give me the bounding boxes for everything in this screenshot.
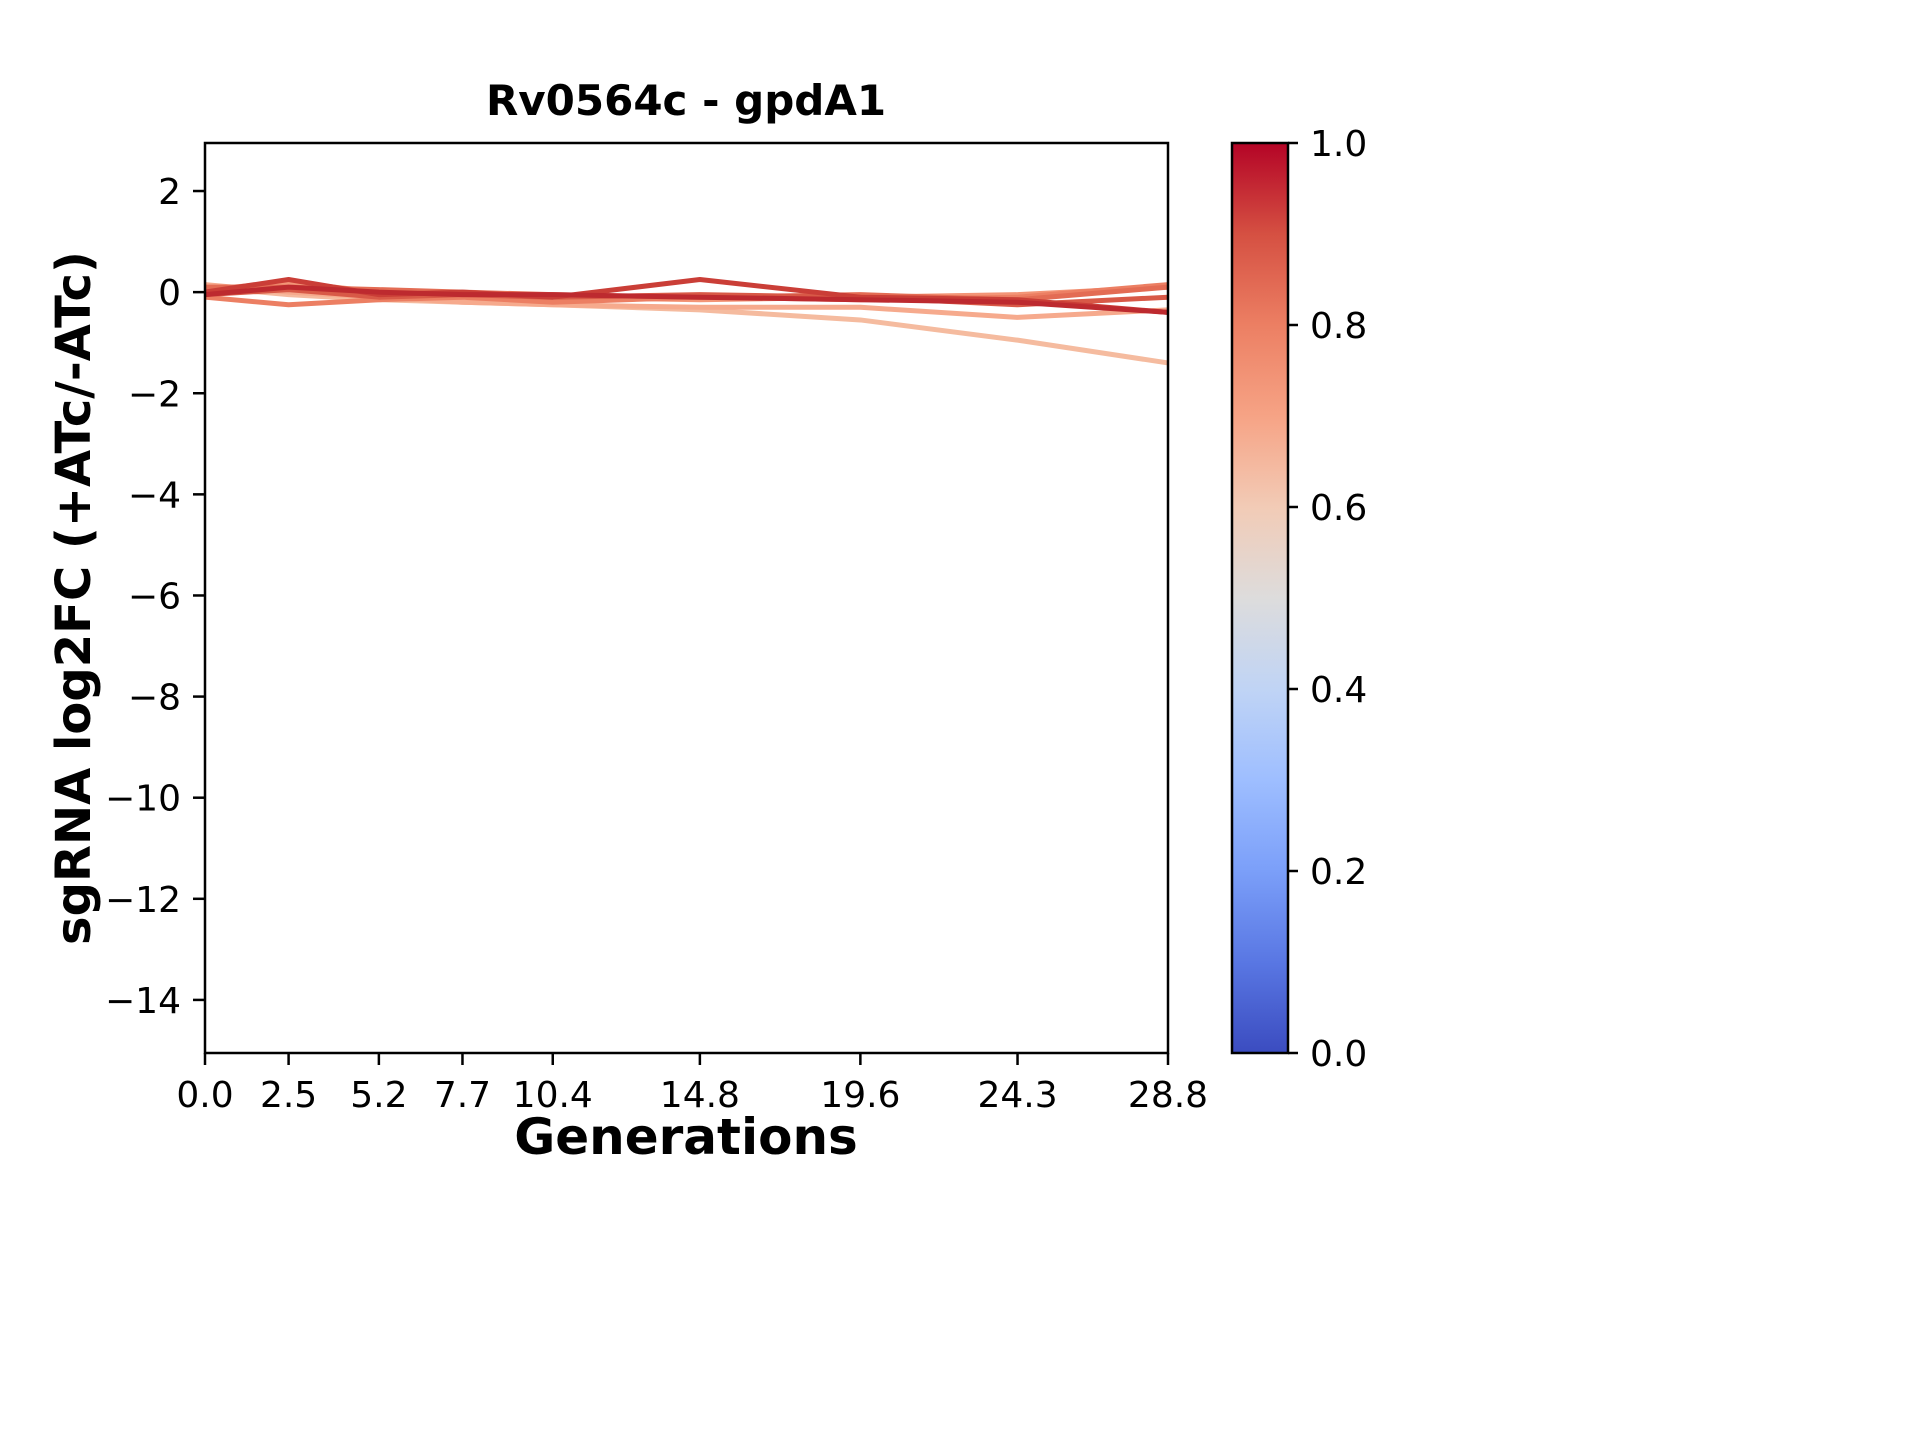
- x-tick-label: 14.8: [660, 1075, 740, 1116]
- y-tick-label: 2: [158, 172, 181, 213]
- x-axis-label: Generations: [514, 1108, 858, 1166]
- x-tick-label: 24.3: [977, 1075, 1057, 1116]
- y-tick-label: −8: [128, 678, 181, 719]
- y-tick-label: −10: [105, 779, 181, 820]
- x-tick-label: 5.2: [350, 1075, 407, 1116]
- series-line: [204, 277, 1169, 315]
- chart-title: Rv0564c - gpdA1: [485, 76, 887, 125]
- colorbar-tick-label: 0.0: [1310, 1034, 1367, 1075]
- x-tick-label: 2.5: [260, 1075, 317, 1116]
- colorbar-tick-label: 0.6: [1310, 488, 1367, 529]
- colorbar-gradient: [1232, 143, 1288, 1053]
- y-tick-label: 0: [158, 273, 181, 314]
- y-tick-label: −14: [105, 981, 181, 1022]
- colorbar-tick-label: 1.0: [1310, 124, 1367, 165]
- series-line: [204, 284, 1169, 315]
- x-tick-label: 10.4: [513, 1075, 593, 1116]
- y-tick-label: −6: [128, 576, 181, 617]
- plot-frame: [203, 141, 1170, 1055]
- colorbar-frame: [1230, 141, 1290, 1055]
- x-tick-label: 19.6: [820, 1075, 900, 1116]
- y-tick-label: −12: [105, 880, 181, 921]
- x-tick-label: 0.0: [176, 1075, 233, 1116]
- y-tick-label: −4: [128, 475, 181, 516]
- x-tick-label: 28.8: [1128, 1075, 1208, 1116]
- y-tick-label: −2: [128, 374, 181, 415]
- y-axis-label: sgRNA log2FC (+ATc/-ATc): [46, 251, 102, 945]
- colorbar-tick-label: 0.2: [1310, 852, 1367, 893]
- colorbar-tick-label: 0.8: [1310, 306, 1367, 347]
- colorbar-tick-label: 0.4: [1310, 670, 1367, 711]
- x-tick-label: 7.7: [434, 1075, 491, 1116]
